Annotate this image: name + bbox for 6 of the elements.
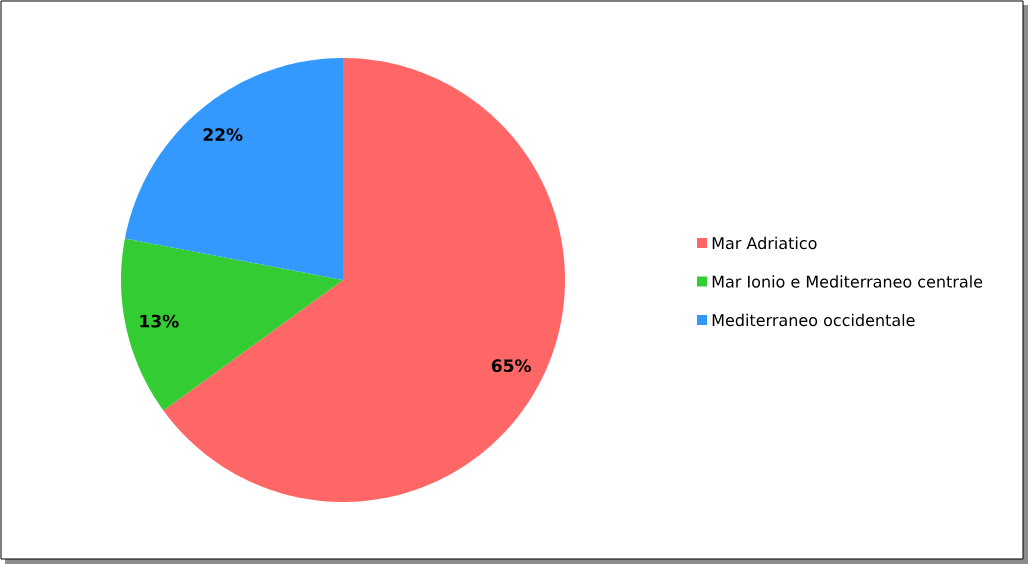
legend-label: Mar Ionio e Mediterraneo centrale bbox=[712, 275, 983, 288]
legend-label: Mediterraneo occidentale bbox=[712, 313, 915, 327]
data-label: 65% bbox=[491, 359, 531, 373]
data-label: 13% bbox=[140, 314, 179, 328]
legend-label: Mar Adriatico bbox=[712, 236, 817, 250]
data-label: 22% bbox=[203, 128, 243, 142]
